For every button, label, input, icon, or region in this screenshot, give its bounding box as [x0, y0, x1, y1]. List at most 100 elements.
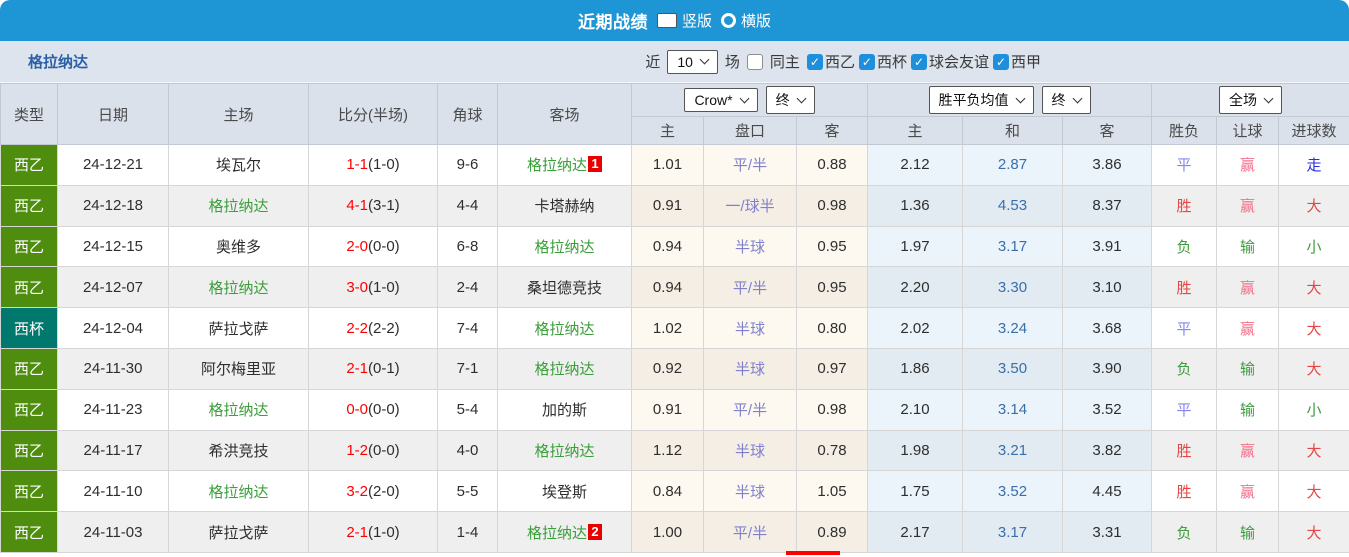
away-team: 格拉纳达 — [497, 307, 632, 349]
table-header: 类型 日期 主场 比分(半场) 角球 客场 Crow* 终 — [0, 83, 1349, 145]
goals-result-cell: 大 — [1278, 429, 1349, 472]
chevron-down-icon — [1263, 93, 1274, 103]
same-home-checkbox[interactable] — [746, 53, 763, 70]
match-type-cell: 西杯 — [0, 307, 58, 349]
odds-away: 0.88 — [795, 144, 869, 186]
handicap: 平/半 — [703, 144, 797, 186]
away-team: 加的斯 — [497, 388, 632, 431]
league-checkbox-2[interactable]: ✓ — [910, 53, 927, 70]
avg-time-value: 终 — [1051, 92, 1066, 108]
scope-group: 全场 — [1151, 83, 1349, 117]
handicap: 半球 — [703, 470, 797, 513]
handicap-result-cell: 输 — [1216, 347, 1280, 390]
away-team: 格拉纳达 — [497, 347, 632, 390]
match-type-cell: 西乙 — [0, 470, 58, 513]
league-checkbox-0[interactable]: ✓ — [806, 53, 823, 70]
match-type-cell: 西乙 — [0, 184, 58, 227]
recent-count-select[interactable]: 10 — [667, 49, 718, 74]
odds-away: 0.98 — [795, 184, 869, 227]
odds-home: 0.91 — [631, 184, 704, 227]
header-odds-home: 主 — [631, 116, 704, 145]
goals-result-cell: 大 — [1278, 307, 1349, 349]
chevron-down-icon — [1072, 93, 1082, 103]
odds-time-value: 终 — [775, 92, 790, 108]
halftime-score: (2-2) — [368, 319, 400, 337]
home-team: 格拉纳达 — [168, 266, 309, 309]
handicap-result-cell: 赢 — [1216, 266, 1280, 309]
goals-result-cell: 大 — [1278, 511, 1349, 553]
odds-away: 1.05 — [795, 470, 869, 513]
avg-type-select[interactable]: 胜平负均值 — [928, 86, 1034, 114]
odds-time-select[interactable]: 终 — [765, 86, 815, 114]
halftime-score: (1-0) — [368, 523, 400, 541]
layout-radio-vertical[interactable]: 竖版 — [656, 10, 712, 31]
handicap: 半球 — [703, 225, 797, 268]
away-team-name: 格拉纳达 — [526, 157, 587, 175]
halftime-score: (0-0) — [368, 237, 400, 255]
avg-home: 2.10 — [867, 388, 964, 431]
away-team-name: 卡塔赫纳 — [534, 198, 595, 216]
home-team: 萨拉戈萨 — [168, 511, 309, 553]
avg-away: 3.52 — [1062, 388, 1153, 431]
handicap-result-cell: 赢 — [1216, 184, 1280, 227]
handicap-result-cell: 输 — [1216, 388, 1280, 431]
header-away: 客场 — [497, 83, 632, 145]
goals-result-cell: 走 — [1278, 144, 1349, 186]
odds-home: 1.00 — [631, 511, 704, 553]
corner-count: 2-4 — [437, 266, 498, 309]
corner-count: 7-4 — [437, 307, 498, 349]
goals-result-cell: 小 — [1278, 225, 1349, 268]
same-home-label: 同主 — [769, 54, 800, 71]
match-type-cell: 西乙 — [0, 429, 58, 472]
match-row: 西乙 24-11-23 格拉纳达 0-0(0-0) 5-4 加的斯 0.91 平/半 0.98 2… — [0, 388, 1349, 431]
handicap: 半球 — [703, 347, 797, 390]
home-team: 格拉纳达 — [168, 388, 309, 431]
halftime-score: (0-1) — [368, 360, 400, 378]
league-label-1: 西杯 — [876, 54, 907, 71]
corner-count: 7-1 — [437, 347, 498, 390]
avg-draw: 3.24 — [962, 307, 1064, 349]
match-date: 24-12-15 — [57, 225, 169, 268]
corner-count: 4-4 — [437, 184, 498, 227]
odds-company-select[interactable]: Crow* — [684, 88, 758, 112]
filters-group: 近 10 场 同主 ✓ 西乙 ✓ 西杯 ✓ 球会友谊 ✓ 西甲 — [645, 49, 1043, 74]
header-avg-away: 客 — [1062, 116, 1153, 145]
radio-horizontal-icon[interactable] — [721, 13, 736, 28]
league-checkbox-3[interactable]: ✓ — [992, 53, 1009, 70]
fulltime-score: 2-1 — [346, 523, 368, 541]
odds-home: 0.92 — [631, 347, 704, 390]
match-date: 24-12-18 — [57, 184, 169, 227]
handicap: 一/球半 — [703, 184, 797, 227]
home-team: 希洪竞技 — [168, 429, 309, 472]
match-row: 西乙 24-11-17 希洪竞技 1-2(0-0) 4-0 格拉纳达 1.12 半球 0.78 1… — [0, 429, 1349, 472]
league-label-0: 西乙 — [824, 54, 855, 71]
match-row: 西乙 24-12-07 格拉纳达 3-0(1-0) 2-4 桑坦德竞技 0.94 平/半 0.9… — [0, 266, 1349, 309]
league-checkbox-1[interactable]: ✓ — [858, 53, 875, 70]
layout-radio-horizontal[interactable]: 横版 — [721, 10, 771, 31]
score-cell: 2-2(2-2) — [308, 307, 438, 349]
avg-draw: 4.53 — [962, 184, 1064, 227]
halftime-score: (2-0) — [368, 482, 400, 500]
fulltime-score: 1-2 — [346, 441, 368, 459]
filter-bar: 格拉纳达 近 10 场 同主 ✓ 西乙 ✓ 西杯 ✓ 球会友谊 ✓ 西甲 — [0, 41, 1349, 83]
goals-result-cell: 大 — [1278, 470, 1349, 513]
radio-horizontal-label: 横版 — [741, 13, 772, 30]
avg-time-select[interactable]: 终 — [1041, 86, 1091, 114]
scope-select[interactable]: 全场 — [1219, 86, 1283, 114]
handicap: 平/半 — [703, 266, 797, 309]
radio-vertical-icon[interactable] — [656, 13, 677, 28]
match-type-cell: 西乙 — [0, 347, 58, 390]
match-type-cell: 西乙 — [0, 144, 58, 186]
table-body: 西乙 24-12-21 埃瓦尔 1-1(1-0) 9-6 格拉纳达 1 1.01 平/半 0.88… — [0, 144, 1349, 553]
match-date: 24-11-10 — [57, 470, 169, 513]
bottom-red-indicator — [786, 551, 840, 555]
odds-home: 1.12 — [631, 429, 704, 472]
avg-away: 3.10 — [1062, 266, 1153, 309]
avg-group: 胜平负均值 终 — [867, 83, 1153, 117]
away-team: 埃登斯 — [497, 470, 632, 513]
avg-away: 8.37 — [1062, 184, 1153, 227]
header-odds-away: 客 — [795, 116, 869, 145]
header-avg-draw: 和 — [962, 116, 1064, 145]
odds-away: 0.97 — [795, 347, 869, 390]
chevron-down-icon — [796, 93, 807, 103]
